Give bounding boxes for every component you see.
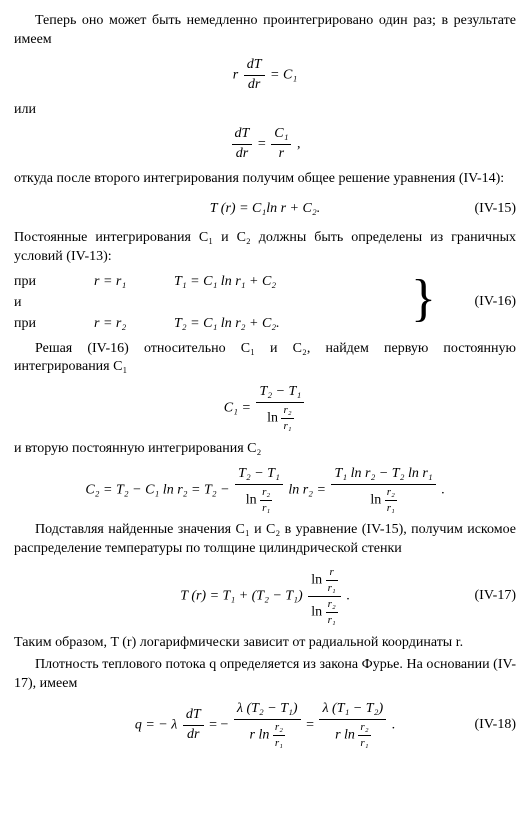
para-1: Теперь оно может быть немедленно проинте…	[14, 12, 516, 50]
equation-5: C₂ = T₂ − C₁ ln r₂ = T₂ − T₂ − T₁ ln r₂r…	[14, 465, 516, 516]
eq6-lhs: T (r) = T₁ + (T₂ − T₁)	[180, 589, 306, 604]
equation-6: T (r) = T₁ + (T₂ − T₁) ln rr₁ ln r₂r₁ . …	[14, 565, 516, 627]
eq6-period: .	[346, 589, 350, 604]
eq1-den: dr	[244, 76, 265, 95]
para-2: или	[14, 101, 516, 120]
para-8: Таким образом, T (r) логарифмически зави…	[14, 634, 516, 653]
para-4: Постоянные интегрирования C₁ и C₂ должны…	[14, 229, 516, 267]
equation-1: r dT dr = C₁	[14, 56, 516, 95]
para-9: Плотность теплового потока q определяетс…	[14, 656, 516, 694]
eq7-num3: λ (T₁ − T₂)	[319, 700, 386, 720]
cond-1c: T₁ = C₁ ln r₁ + C₂	[174, 273, 516, 292]
equation-2: dT dr = C₁ r ,	[14, 125, 516, 164]
eq6-bot-num: r₂	[326, 597, 338, 613]
para-5: Решая (IV-16) относительно C₁ и C₂, найд…	[14, 340, 516, 378]
equation-3: T (r) = C₁ln r + C₂. (IV-15)	[14, 195, 516, 223]
cond-3b: r = r₂	[94, 315, 174, 334]
eq7-num1: dT	[183, 706, 204, 726]
eqnum-18: (IV-18)	[475, 716, 516, 735]
eq7-den1: dr	[183, 726, 204, 745]
para-6: и вторую постоянную интегрирования C₂	[14, 440, 516, 459]
cond-1a: при	[14, 273, 94, 292]
eq7-den2-den: r₁	[273, 736, 285, 751]
cond-1b: r = r₁	[94, 273, 174, 292]
eq2-num: dT	[232, 125, 253, 145]
eq5-lhs: C₂ = T₂ − C₁ ln r₂ = T₂ −	[85, 482, 233, 497]
eq5-num: T₂ − T₁	[235, 465, 283, 485]
eq6-top-den: r₁	[326, 581, 338, 596]
eq5-period: .	[441, 482, 445, 497]
para-7: Подставляя найденные значения C₁ и C₂ в …	[14, 521, 516, 559]
eq7-period: .	[392, 718, 396, 733]
cond-3c: T₂ = C₁ ln r₂ + C₂.	[174, 315, 516, 334]
eq7-den2-num: r₂	[273, 720, 285, 736]
equation-7: q = − λ dT dr = − λ (T₂ − T₁) r ln r₂r₁ …	[14, 700, 516, 751]
eq5-den-pre: ln	[246, 492, 260, 507]
eq5-num2: T₁ ln r₂ − T₂ ln r₁	[331, 465, 435, 485]
eq6-top-num: r	[326, 565, 338, 581]
eq5-den-num: r₂	[260, 485, 272, 501]
eq4-den-den: r₁	[281, 419, 293, 434]
eq5-den2-den: r₁	[385, 501, 397, 516]
eq2-comma: ,	[297, 137, 301, 152]
cond-2a: и	[14, 294, 94, 313]
eq7-eq2: =	[306, 718, 317, 733]
brace-icon: }	[411, 273, 436, 325]
eq7-den2-pre: r ln	[250, 728, 273, 743]
eq1-rhs: = C₁	[270, 67, 297, 82]
eq5-den2-num: r₂	[385, 485, 397, 501]
eq1-num: dT	[244, 56, 265, 76]
eq7-den3-num: r₂	[358, 720, 370, 736]
eqnum-16: (IV-16)	[475, 293, 516, 312]
eq4-num: T₂ − T₁	[256, 383, 304, 403]
eq7-den3-den: r₁	[358, 736, 370, 751]
eq7-num2: λ (T₂ − T₁)	[234, 700, 301, 720]
cond-3a: при	[14, 315, 94, 334]
eq7-lhs: q = − λ	[135, 718, 181, 733]
eq7-den3-pre: r ln	[335, 728, 358, 743]
eq2-den: dr	[232, 145, 253, 164]
eq6-top-pre: ln	[311, 573, 325, 588]
eq1-lhs: r	[233, 67, 238, 82]
eq5-mid: ln r₂ =	[288, 482, 329, 497]
eq5-den2-pre: ln	[370, 492, 384, 507]
eq5-den-den: r₁	[260, 501, 272, 516]
eq6-bot-den: r₁	[326, 613, 338, 628]
eqnum-17: (IV-17)	[475, 587, 516, 606]
eq2-num2: C₁	[271, 125, 291, 145]
eqnum-15: (IV-15)	[475, 200, 516, 219]
conditions-block: при r = r₁ T₁ = C₁ ln r₁ + C₂ и при r = …	[14, 273, 516, 334]
eq4-lhs: C₁ =	[224, 401, 255, 416]
eq2-den2: r	[271, 145, 291, 164]
eq7-eq: = −	[209, 718, 232, 733]
eq6-bot-pre: ln	[311, 604, 325, 619]
eq3-text: T (r) = C₁ln r + C₂.	[210, 200, 320, 219]
equation-4: C₁ = T₂ − T₁ ln r₂r₁	[14, 383, 516, 434]
eq4-den-pre: ln	[267, 411, 281, 426]
eq4-den-num: r₂	[281, 403, 293, 419]
eq2-mid: =	[258, 137, 269, 152]
para-3: откуда после второго интегрирования полу…	[14, 170, 516, 189]
